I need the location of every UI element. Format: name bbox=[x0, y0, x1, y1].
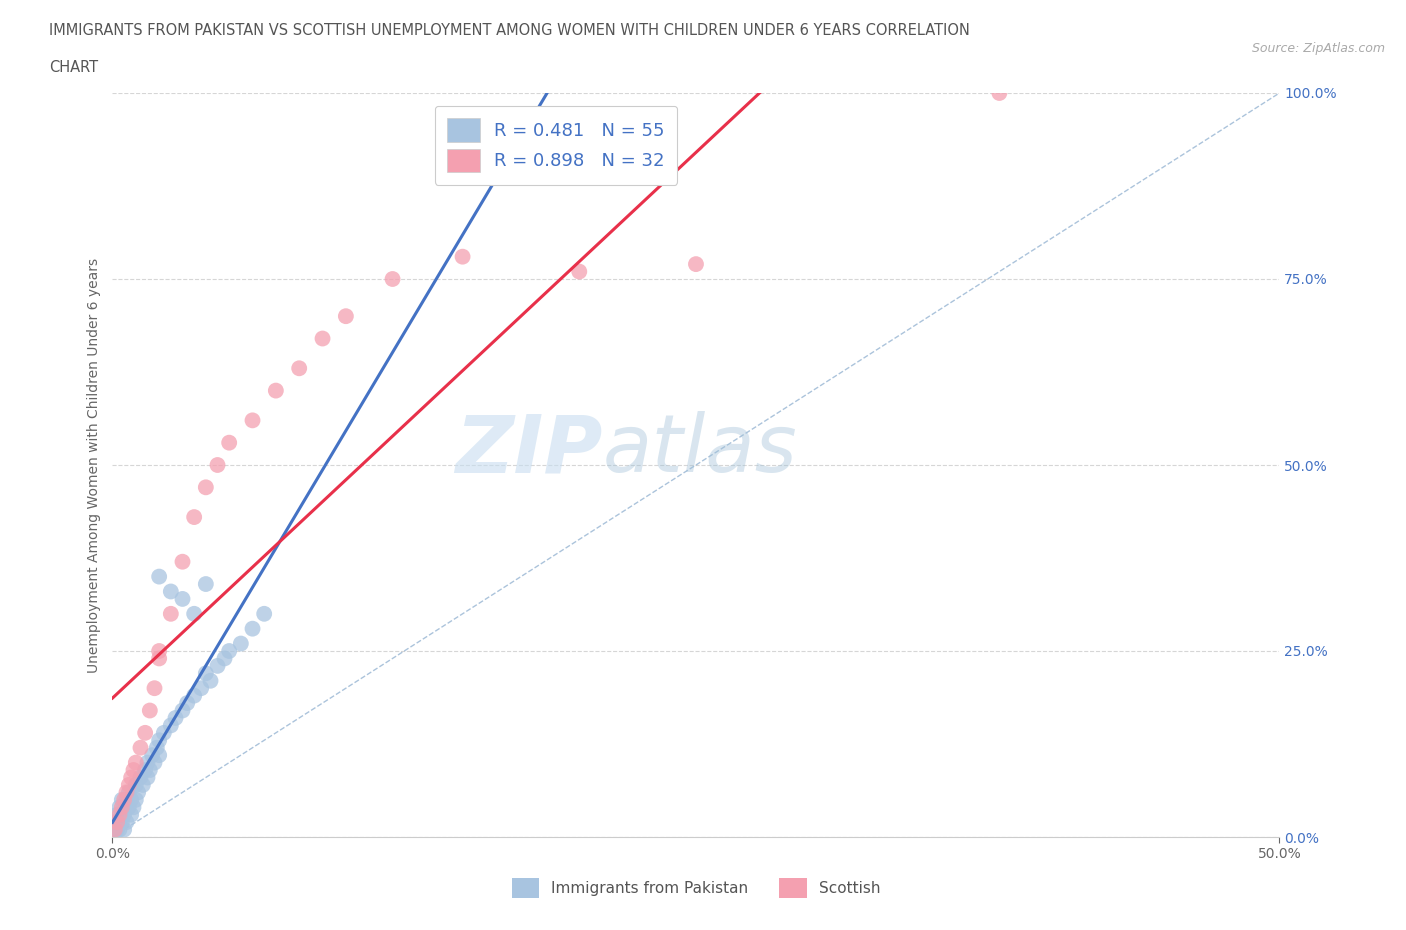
Point bbox=[111, 815, 134, 830]
Point bbox=[139, 703, 162, 718]
Point bbox=[183, 606, 205, 621]
Point bbox=[112, 800, 135, 815]
Point bbox=[120, 770, 142, 785]
Point bbox=[127, 785, 149, 800]
Point bbox=[105, 815, 128, 830]
Point bbox=[120, 792, 142, 807]
Point bbox=[136, 755, 159, 770]
Point bbox=[288, 361, 311, 376]
Point bbox=[148, 733, 170, 748]
Point bbox=[148, 651, 170, 666]
Point bbox=[160, 718, 183, 733]
Point bbox=[108, 807, 131, 822]
Point bbox=[172, 554, 194, 569]
Point bbox=[218, 435, 240, 450]
Point bbox=[112, 792, 135, 807]
Point bbox=[190, 681, 212, 696]
Point bbox=[129, 770, 152, 785]
Point bbox=[311, 331, 333, 346]
Point bbox=[122, 763, 145, 777]
Text: ZIP: ZIP bbox=[456, 411, 603, 489]
Text: CHART: CHART bbox=[49, 60, 98, 75]
Point bbox=[194, 666, 217, 681]
Point bbox=[104, 822, 127, 837]
Text: atlas: atlas bbox=[603, 411, 797, 489]
Point bbox=[136, 770, 159, 785]
Point bbox=[988, 86, 1011, 100]
Point bbox=[335, 309, 357, 324]
Point bbox=[115, 792, 138, 807]
Point bbox=[218, 644, 240, 658]
Point bbox=[118, 800, 141, 815]
Point bbox=[104, 815, 127, 830]
Point bbox=[242, 413, 264, 428]
Point bbox=[129, 740, 152, 755]
Point bbox=[176, 696, 198, 711]
Point bbox=[568, 264, 591, 279]
Point bbox=[143, 681, 166, 696]
Point bbox=[451, 249, 474, 264]
Point bbox=[183, 510, 205, 525]
Point bbox=[115, 815, 138, 830]
Point bbox=[112, 807, 135, 822]
Point bbox=[242, 621, 264, 636]
Point bbox=[134, 763, 156, 777]
Point bbox=[381, 272, 404, 286]
Point bbox=[148, 748, 170, 763]
Legend: Immigrants from Pakistan, Scottish: Immigrants from Pakistan, Scottish bbox=[506, 872, 886, 904]
Point bbox=[153, 725, 176, 740]
Point bbox=[229, 636, 252, 651]
Point bbox=[108, 800, 131, 815]
Y-axis label: Unemployment Among Women with Children Under 6 years: Unemployment Among Women with Children U… bbox=[87, 258, 101, 672]
Point bbox=[120, 807, 142, 822]
Point bbox=[148, 569, 170, 584]
Point bbox=[112, 822, 135, 837]
Point bbox=[165, 711, 187, 725]
Point bbox=[118, 777, 141, 792]
Point bbox=[105, 815, 128, 830]
Point bbox=[194, 480, 217, 495]
Point bbox=[172, 703, 194, 718]
Point bbox=[194, 577, 217, 591]
Point bbox=[200, 673, 222, 688]
Point bbox=[685, 257, 707, 272]
Point bbox=[134, 725, 156, 740]
Point bbox=[104, 822, 127, 837]
Point bbox=[118, 785, 141, 800]
Point bbox=[125, 755, 148, 770]
Point bbox=[183, 688, 205, 703]
Point bbox=[108, 815, 131, 830]
Point bbox=[160, 584, 183, 599]
Point bbox=[141, 748, 163, 763]
Point bbox=[125, 792, 148, 807]
Point bbox=[160, 606, 183, 621]
Point bbox=[214, 651, 236, 666]
Point bbox=[108, 822, 131, 837]
Text: IMMIGRANTS FROM PAKISTAN VS SCOTTISH UNEMPLOYMENT AMONG WOMEN WITH CHILDREN UNDE: IMMIGRANTS FROM PAKISTAN VS SCOTTISH UNE… bbox=[49, 23, 970, 38]
Point bbox=[146, 740, 169, 755]
Point bbox=[132, 777, 155, 792]
Point bbox=[115, 785, 138, 800]
Point bbox=[125, 777, 148, 792]
Point bbox=[148, 644, 170, 658]
Point bbox=[172, 591, 194, 606]
Point bbox=[111, 800, 134, 815]
Point bbox=[143, 755, 166, 770]
Point bbox=[111, 792, 134, 807]
Point bbox=[139, 763, 162, 777]
Point bbox=[207, 458, 229, 472]
Point bbox=[105, 807, 128, 822]
Point bbox=[122, 800, 145, 815]
Point bbox=[207, 658, 229, 673]
Point bbox=[111, 807, 134, 822]
Point bbox=[264, 383, 287, 398]
Point bbox=[253, 606, 276, 621]
Point bbox=[105, 822, 128, 837]
Text: Source: ZipAtlas.com: Source: ZipAtlas.com bbox=[1251, 42, 1385, 55]
